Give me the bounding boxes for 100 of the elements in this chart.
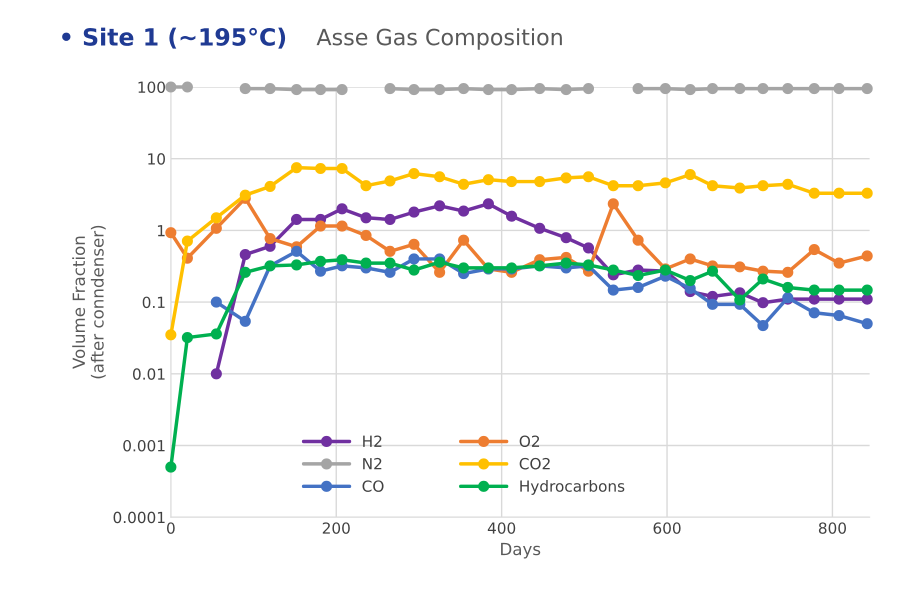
- point: [360, 258, 372, 269]
- point: [734, 294, 746, 306]
- point: [862, 250, 873, 262]
- y-tick-label: 1: [158, 225, 165, 236]
- point: [182, 236, 193, 247]
- point: [314, 220, 326, 232]
- point: [291, 162, 302, 174]
- point: [314, 266, 326, 277]
- point: [862, 284, 873, 296]
- point: [534, 222, 546, 234]
- legend-label: CO2: [520, 458, 550, 470]
- point: [434, 200, 446, 212]
- point: [862, 318, 873, 330]
- point: [408, 264, 420, 276]
- point: [384, 246, 396, 257]
- point: [434, 256, 446, 268]
- point: [458, 234, 470, 246]
- point: [534, 83, 546, 94]
- point: [757, 297, 769, 308]
- point: [684, 274, 696, 286]
- point: [734, 83, 746, 94]
- point: [833, 83, 845, 94]
- point: [408, 84, 420, 96]
- point: [608, 264, 619, 276]
- x-axis-title: Days: [501, 542, 540, 559]
- point: [314, 84, 326, 96]
- point: [458, 262, 470, 274]
- point: [560, 84, 572, 96]
- point: [534, 176, 546, 188]
- point: [240, 83, 251, 94]
- point: [560, 232, 572, 244]
- x-tick-label: 200: [322, 522, 350, 534]
- point: [336, 162, 348, 174]
- point: [384, 214, 396, 226]
- point: [632, 234, 644, 246]
- point: [582, 83, 594, 94]
- point: [782, 266, 794, 278]
- point: [684, 169, 696, 180]
- point: [165, 227, 176, 238]
- point: [833, 294, 845, 305]
- point: [808, 294, 820, 305]
- point: [458, 83, 470, 94]
- point: [408, 238, 420, 250]
- y-tick-label: 0.1: [142, 296, 165, 308]
- point: [833, 188, 845, 199]
- point: [660, 83, 671, 94]
- chart-title: • Site 1 (~195°C): [62, 28, 286, 49]
- point: [165, 329, 176, 340]
- point: [291, 259, 302, 270]
- point: [808, 307, 820, 318]
- point: [782, 282, 794, 294]
- point: [632, 282, 644, 294]
- point: [808, 188, 820, 199]
- point: [560, 258, 572, 269]
- point: [582, 242, 594, 254]
- point: [482, 174, 494, 186]
- point: [482, 198, 494, 210]
- y-tick-label: 0.01: [132, 368, 165, 380]
- x-tick-label: 400: [488, 522, 516, 534]
- legend-label: N2: [363, 458, 382, 470]
- point: [408, 253, 420, 264]
- point: [706, 266, 718, 277]
- point: [458, 206, 470, 217]
- y-tick-label: 100: [138, 81, 165, 94]
- point: [240, 316, 251, 327]
- point: [706, 298, 718, 310]
- point: [608, 284, 619, 296]
- point: [240, 266, 251, 278]
- point: [808, 244, 820, 256]
- point: [757, 180, 769, 192]
- point: [833, 310, 845, 322]
- point: [833, 258, 845, 269]
- point: [210, 222, 222, 234]
- legend-label: Hydrocarbons: [520, 480, 624, 495]
- point: [506, 176, 518, 188]
- point: [757, 320, 769, 332]
- point: [582, 171, 594, 182]
- point: [314, 256, 326, 267]
- point: [608, 180, 619, 192]
- point: [632, 180, 644, 192]
- y-tick-label: 0.001: [123, 440, 165, 452]
- point: [165, 462, 176, 473]
- point: [240, 249, 251, 260]
- point: [434, 84, 446, 96]
- point: [182, 81, 193, 93]
- point: [862, 188, 873, 199]
- point: [660, 177, 671, 188]
- point: [336, 254, 348, 266]
- point: [314, 162, 326, 174]
- point: [210, 212, 222, 224]
- legend-label: O2: [520, 435, 540, 448]
- legend-label: CO: [362, 480, 384, 492]
- point: [210, 368, 222, 380]
- x-tick-label: 800: [818, 522, 846, 534]
- point: [458, 178, 470, 190]
- point: [506, 84, 518, 96]
- point: [782, 83, 794, 94]
- point: [384, 266, 396, 278]
- point: [264, 83, 276, 94]
- point: [408, 206, 420, 218]
